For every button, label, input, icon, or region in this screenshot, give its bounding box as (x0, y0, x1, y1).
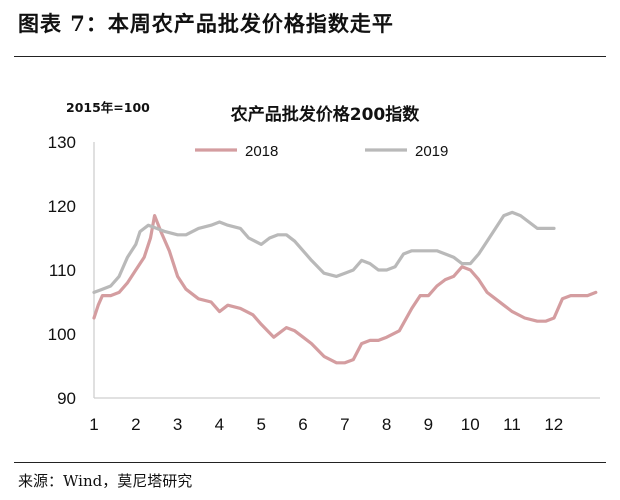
x-tick-label: 9 (424, 415, 433, 434)
bottom-rule (14, 462, 606, 463)
x-tick-label: 8 (382, 415, 391, 434)
x-tick-label: 12 (544, 415, 563, 434)
source-note: 来源：Wind，莫尼塔研究 (18, 472, 193, 490)
series-line-2019 (92, 210, 556, 294)
x-tick-label: 11 (503, 415, 521, 434)
x-tick-label: 5 (256, 415, 265, 434)
y-tick-label: 100 (48, 325, 76, 344)
legend-label-2018: 2018 (245, 143, 278, 160)
series-line-2018 (92, 214, 598, 365)
y-tick-label: 120 (48, 197, 76, 216)
x-tick-label: 4 (215, 415, 224, 434)
x-tick-label: 1 (89, 415, 98, 434)
legend-label-2019: 2019 (415, 143, 448, 160)
x-tick-label: 6 (298, 415, 307, 434)
index-base-note: 2015年=100 (66, 100, 150, 115)
chart-title: 农产品批发价格200指数 (230, 105, 420, 125)
y-tick-label: 110 (49, 261, 76, 280)
x-tick-label: 2 (131, 415, 140, 434)
y-tick-label: 130 (48, 133, 76, 152)
x-tick-label: 10 (461, 415, 480, 434)
x-tick-label: 3 (173, 415, 182, 434)
figure-title: 图表 7：本周农产品批发价格指数走平 (18, 11, 394, 36)
top-rule (14, 56, 606, 57)
x-tick-label: 7 (340, 415, 349, 434)
y-tick-label: 90 (57, 389, 76, 408)
